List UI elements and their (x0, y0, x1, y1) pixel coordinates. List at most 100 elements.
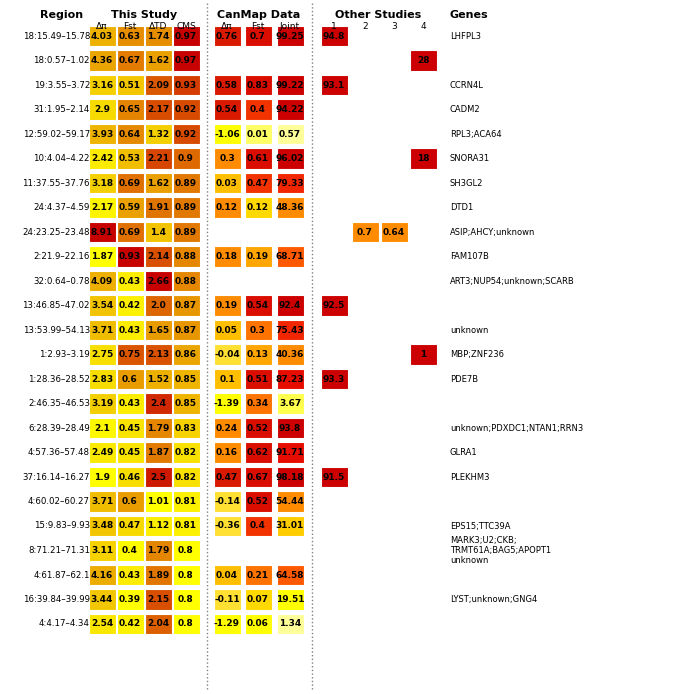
Bar (245, 124, 271, 144)
Text: 18:15.49–15.78: 18:15.49–15.78 (23, 31, 90, 40)
Text: 0.8: 0.8 (178, 595, 194, 604)
Text: -1.06: -1.06 (214, 130, 240, 139)
Text: 0.63: 0.63 (119, 31, 141, 40)
Bar (276, 99, 303, 119)
Bar (117, 516, 143, 536)
Text: 0.83: 0.83 (247, 81, 269, 90)
Bar (213, 149, 241, 169)
Text: 0.88: 0.88 (175, 252, 197, 261)
Text: ΔTD: ΔTD (149, 22, 167, 31)
Text: 13:46.85–47.02: 13:46.85–47.02 (23, 301, 90, 310)
Bar (173, 541, 200, 561)
Text: Δπ: Δπ (221, 22, 233, 31)
Text: PLEKHM3: PLEKHM3 (450, 473, 490, 482)
Text: 96.02: 96.02 (276, 154, 304, 163)
Text: 0.76: 0.76 (216, 31, 238, 40)
Bar (245, 26, 271, 46)
Text: 0.8: 0.8 (178, 546, 194, 555)
Text: 2.13: 2.13 (147, 350, 169, 359)
Text: 2.4: 2.4 (150, 399, 166, 408)
Bar (276, 198, 303, 217)
Bar (89, 222, 115, 242)
Bar (89, 75, 115, 95)
Bar (245, 99, 271, 119)
Text: 3.19: 3.19 (91, 399, 113, 408)
Bar (173, 149, 200, 169)
Bar (213, 614, 241, 634)
Bar (89, 467, 115, 487)
Text: 3.71: 3.71 (91, 497, 113, 506)
Text: 0.1: 0.1 (219, 375, 235, 384)
Bar (213, 491, 241, 511)
Bar (145, 369, 171, 389)
Text: 3.54: 3.54 (91, 301, 113, 310)
Bar (89, 344, 115, 364)
Bar (213, 393, 241, 414)
Text: CMS: CMS (176, 22, 196, 31)
Text: 0.89: 0.89 (175, 203, 197, 212)
Text: 3: 3 (391, 22, 397, 31)
Text: 0.06: 0.06 (247, 620, 269, 629)
Text: 4.09: 4.09 (91, 276, 113, 285)
Bar (117, 443, 143, 462)
Text: 4.36: 4.36 (91, 56, 113, 65)
Bar (173, 222, 200, 242)
Text: 31.01: 31.01 (276, 521, 304, 530)
Text: 1.9: 1.9 (94, 473, 110, 482)
Text: 1.62: 1.62 (147, 178, 169, 187)
Text: Genes: Genes (450, 10, 488, 20)
Bar (89, 418, 115, 438)
Text: 0.53: 0.53 (119, 154, 141, 163)
Text: 15:9.83–9.93: 15:9.83–9.93 (34, 521, 90, 530)
Text: 12:59.02–59.17: 12:59.02–59.17 (23, 130, 90, 139)
Text: 93.3: 93.3 (323, 375, 345, 384)
Text: 0.87: 0.87 (175, 301, 197, 310)
Text: 1: 1 (331, 22, 337, 31)
Bar (89, 541, 115, 561)
Text: 3.67: 3.67 (279, 399, 301, 408)
Text: 1.91: 1.91 (147, 203, 169, 212)
Bar (245, 344, 271, 364)
Text: 94.8: 94.8 (323, 31, 345, 40)
Bar (245, 198, 271, 217)
Text: 0.01: 0.01 (247, 130, 269, 139)
Bar (117, 271, 143, 291)
Bar (89, 320, 115, 340)
Bar (145, 124, 171, 144)
Text: 0.67: 0.67 (247, 473, 269, 482)
Text: EPS15;TTC39A: EPS15;TTC39A (450, 521, 511, 530)
Text: 1: 1 (420, 350, 426, 359)
Bar (173, 246, 200, 266)
Bar (351, 222, 379, 242)
Text: LYST;unknown;GNG4: LYST;unknown;GNG4 (450, 595, 537, 604)
Bar (173, 173, 200, 193)
Text: 1.65: 1.65 (147, 325, 169, 335)
Bar (173, 589, 200, 609)
Text: PDE7B: PDE7B (450, 375, 478, 384)
Bar (117, 418, 143, 438)
Text: 2.83: 2.83 (91, 375, 113, 384)
Text: 48.36: 48.36 (276, 203, 304, 212)
Text: CCRN4L: CCRN4L (450, 81, 484, 90)
Bar (276, 246, 303, 266)
Bar (89, 369, 115, 389)
Text: Fst: Fst (123, 22, 136, 31)
Bar (117, 344, 143, 364)
Text: 0.8: 0.8 (178, 570, 194, 579)
Text: 1.74: 1.74 (147, 31, 169, 40)
Bar (245, 149, 271, 169)
Bar (173, 344, 200, 364)
Bar (173, 418, 200, 438)
Bar (89, 246, 115, 266)
Bar (276, 491, 303, 511)
Text: DTD1: DTD1 (450, 203, 473, 212)
Text: Joint: Joint (280, 22, 300, 31)
Bar (173, 26, 200, 46)
Text: MARK3;U2;CKB;
TRMT61A;BAG5;APOPT1
unknown: MARK3;U2;CKB; TRMT61A;BAG5;APOPT1 unknow… (450, 536, 551, 566)
Bar (276, 393, 303, 414)
Bar (276, 443, 303, 462)
Bar (213, 296, 241, 316)
Bar (117, 320, 143, 340)
Bar (117, 614, 143, 634)
Text: 99.22: 99.22 (276, 81, 304, 90)
